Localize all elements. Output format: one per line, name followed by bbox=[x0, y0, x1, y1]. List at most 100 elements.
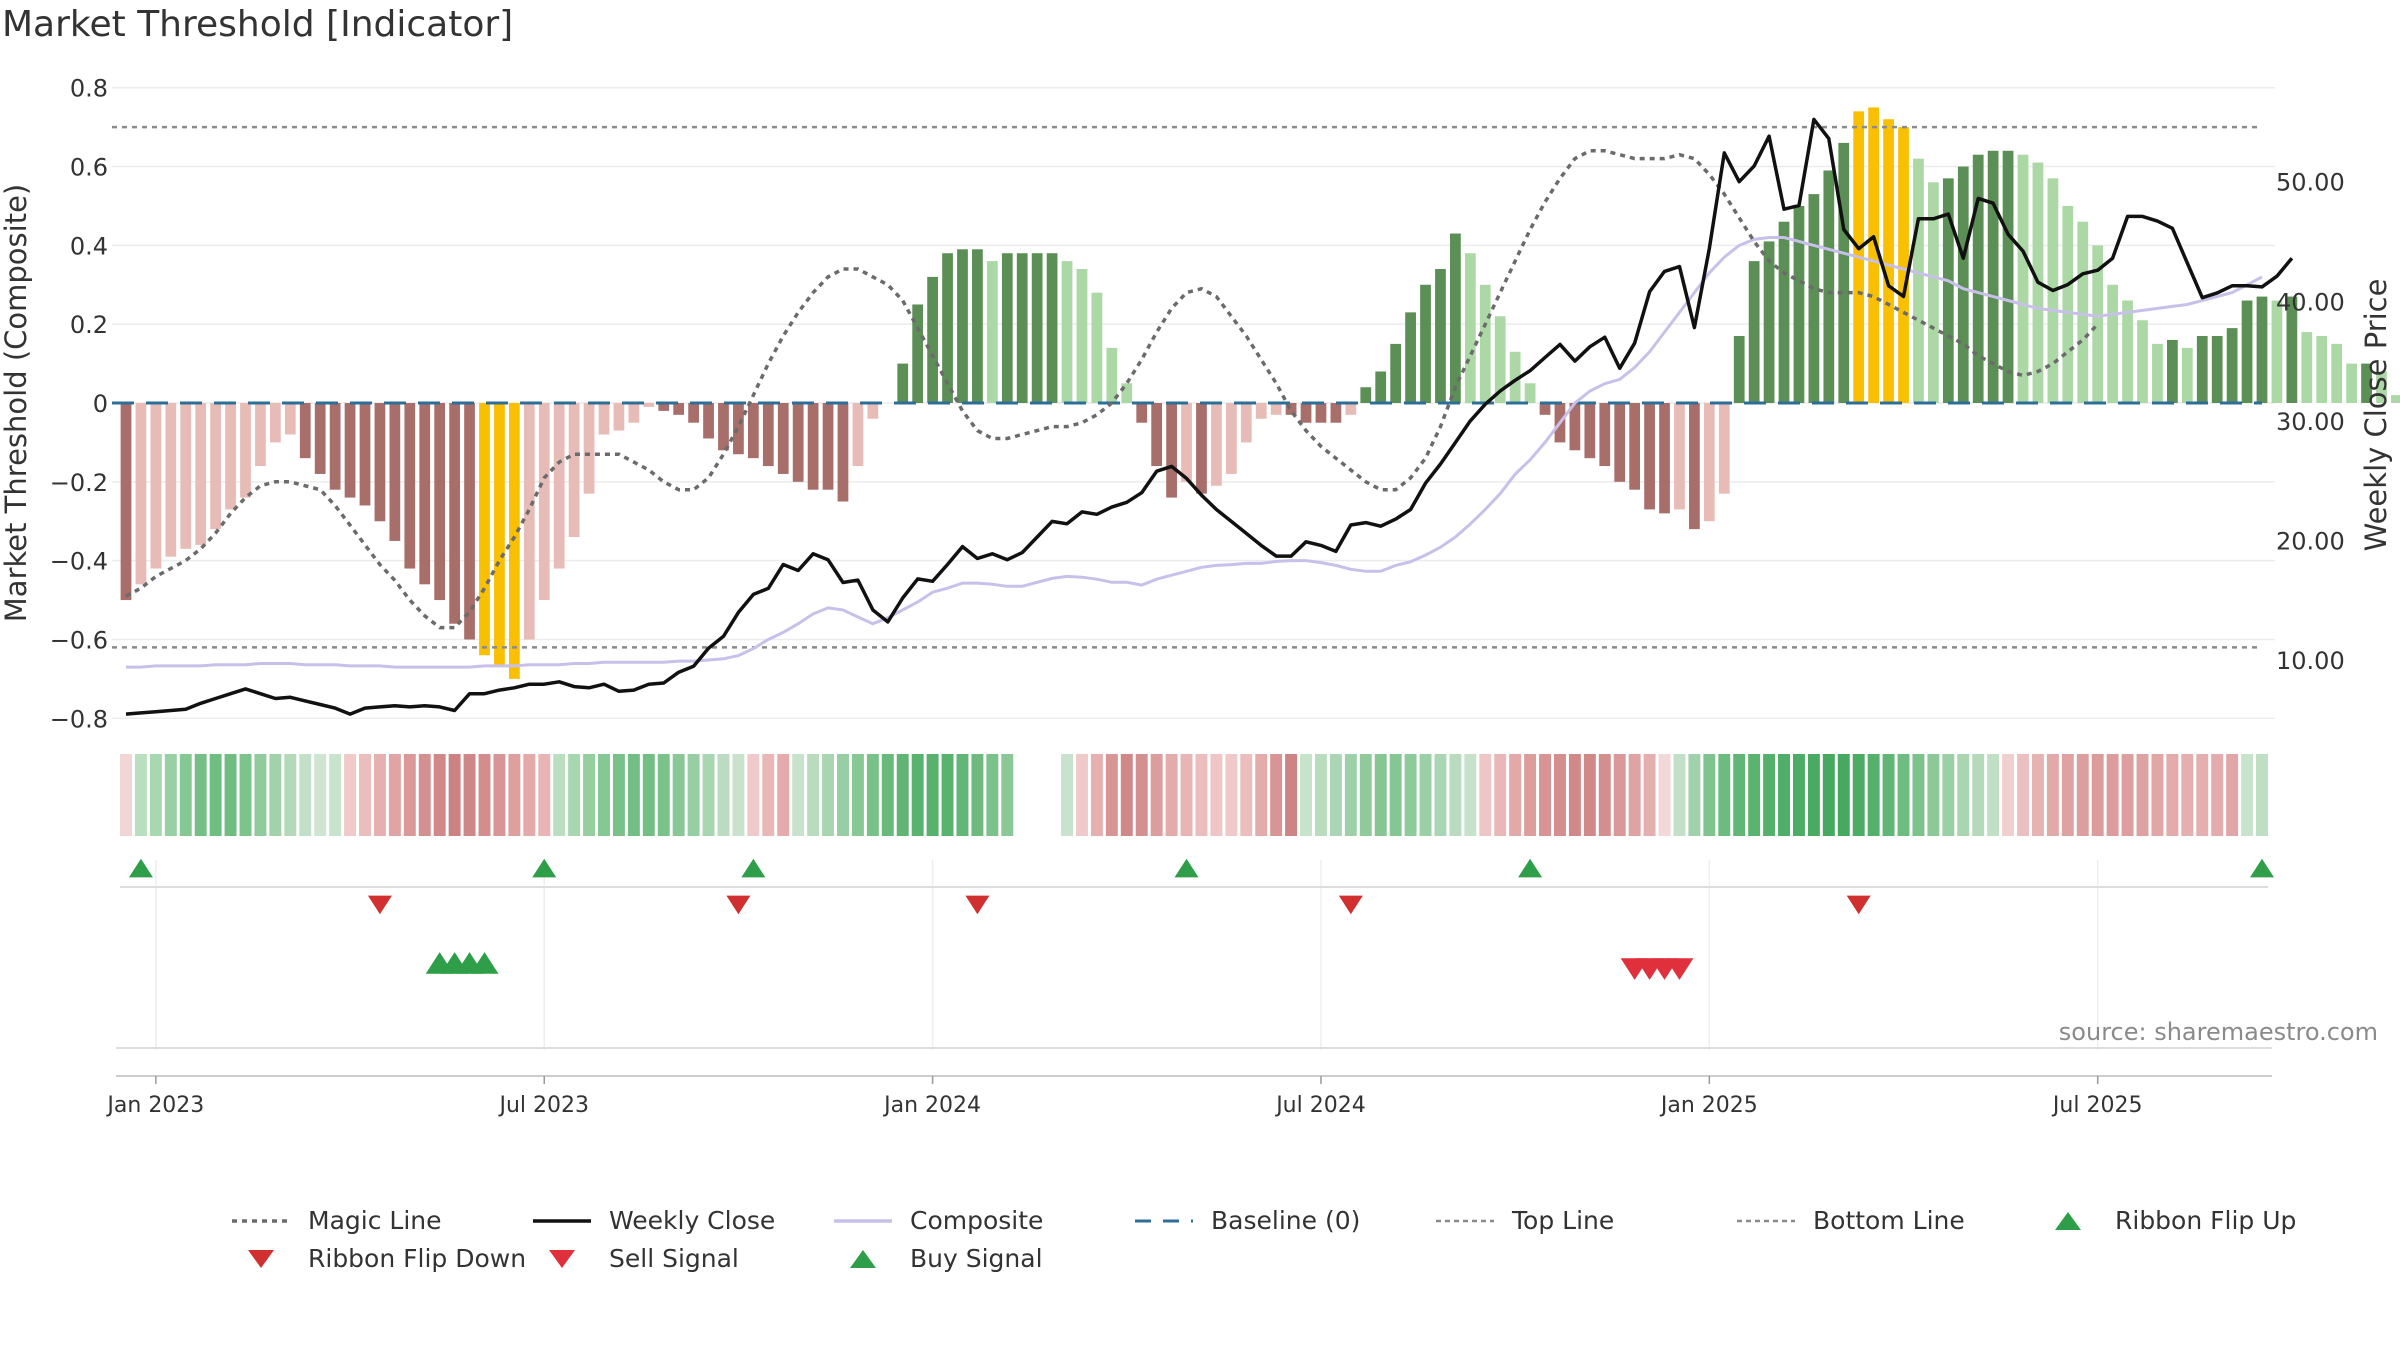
composite-bar bbox=[1166, 403, 1177, 498]
composite-bar bbox=[284, 403, 296, 435]
composite-bar bbox=[598, 403, 610, 435]
ribbon-segment bbox=[2196, 754, 2209, 836]
composite-bar bbox=[1240, 403, 1252, 443]
composite-bar bbox=[1659, 403, 1670, 514]
left-tick-label: −0.4 bbox=[50, 548, 108, 576]
composite-bar bbox=[2361, 363, 2372, 403]
composite-bar bbox=[1569, 403, 1581, 451]
composite-bar bbox=[1644, 403, 1655, 510]
ribbon-segment bbox=[1464, 754, 1477, 836]
ribbon-segment bbox=[777, 754, 790, 836]
ribbon-segment bbox=[1972, 754, 1985, 836]
legend-label: Ribbon Flip Up bbox=[2115, 1206, 2297, 1235]
composite-bar bbox=[508, 403, 520, 679]
composite-bar bbox=[329, 403, 341, 490]
ribbon-segment bbox=[1165, 754, 1178, 836]
composite-bar bbox=[927, 276, 938, 403]
composite-bar bbox=[210, 403, 221, 530]
ribbon-segment bbox=[1075, 754, 1088, 836]
ribbon-segment bbox=[837, 754, 849, 836]
composite-bar bbox=[1091, 292, 1103, 403]
ribbon-flip-down-swatch bbox=[248, 1249, 274, 1268]
ribbon-segment bbox=[508, 754, 521, 836]
magic-line-swatch bbox=[232, 1218, 290, 1223]
composite-bar bbox=[1748, 261, 1760, 403]
ribbon-segment bbox=[2046, 754, 2059, 836]
composite-bar bbox=[1778, 221, 1790, 403]
composite-bar bbox=[1614, 403, 1626, 482]
ribbon-segment bbox=[807, 754, 820, 836]
ribbon-segment bbox=[120, 754, 132, 836]
ribbon-segment bbox=[2017, 754, 2029, 836]
ribbon-segment bbox=[194, 754, 207, 836]
ribbon-segment bbox=[1553, 754, 1566, 836]
composite-bar bbox=[942, 253, 953, 403]
composite-bar bbox=[419, 403, 431, 585]
composite-bar bbox=[2122, 300, 2133, 403]
ribbon-segment bbox=[1090, 754, 1103, 836]
composite-bar bbox=[1868, 107, 1880, 403]
ribbon-segment bbox=[2076, 754, 2089, 836]
ribbon-segment bbox=[2151, 754, 2164, 836]
composite-bar bbox=[1330, 403, 1342, 423]
composite-bar bbox=[1464, 253, 1476, 403]
composite-bar bbox=[1211, 403, 1222, 486]
ribbon-segment bbox=[1792, 754, 1805, 836]
legend-item-bottom-line: Bottom Line bbox=[1735, 1206, 1965, 1235]
ribbon-segment bbox=[1210, 754, 1223, 836]
composite-bar bbox=[628, 403, 640, 423]
ribbon-segment bbox=[1867, 754, 1880, 836]
composite-bar bbox=[867, 403, 879, 419]
composite-bar bbox=[897, 363, 909, 403]
ribbon-segment bbox=[134, 754, 147, 836]
ribbon-segment bbox=[1897, 754, 1910, 836]
right-tick-label: 30.00 bbox=[2276, 408, 2345, 436]
legend-item-buy-signal: Buy Signal bbox=[832, 1244, 1043, 1273]
composite-bar bbox=[658, 403, 670, 411]
composite-bar bbox=[1300, 403, 1312, 423]
ribbon-segment bbox=[1270, 754, 1283, 836]
composite-bar bbox=[1375, 371, 1387, 403]
ribbon-flip-up-marker bbox=[532, 858, 557, 878]
composite-bar bbox=[1928, 182, 1939, 403]
ribbon-segment bbox=[179, 754, 192, 836]
buy-signal-swatch bbox=[850, 1249, 876, 1268]
right-tick-label: 40.00 bbox=[2276, 288, 2345, 316]
ribbon-flip-down-marker bbox=[965, 895, 990, 915]
legend-label: Buy Signal bbox=[910, 1244, 1043, 1273]
ribbon-segment bbox=[1001, 754, 1014, 836]
left-axis-label: Market Threshold (Composite) bbox=[0, 184, 33, 622]
ribbon-segment bbox=[149, 754, 162, 836]
x-tick-label: Jan 2025 bbox=[1659, 1093, 1758, 1118]
ribbon-segment bbox=[822, 754, 835, 836]
ribbon-segment bbox=[1658, 754, 1671, 836]
x-tick-label: Jul 2023 bbox=[497, 1093, 589, 1118]
left-tick-label: −0.8 bbox=[50, 705, 108, 733]
composite-bar bbox=[1509, 351, 1521, 403]
composite-bar bbox=[2062, 205, 2074, 403]
ribbon-segment bbox=[642, 754, 655, 836]
composite-bar bbox=[1494, 316, 1506, 403]
composite-bar bbox=[1151, 403, 1163, 467]
composite-bar bbox=[643, 403, 655, 407]
ribbon-segment bbox=[1912, 754, 1925, 836]
legend-item-top-line: Top Line bbox=[1434, 1206, 1614, 1235]
ribbon-segment bbox=[1449, 754, 1462, 836]
ribbon-segment bbox=[1733, 754, 1746, 836]
ribbon-segment bbox=[463, 754, 476, 836]
legend-label: Composite bbox=[910, 1206, 1044, 1235]
composite-bar bbox=[1046, 253, 1058, 403]
composite-line bbox=[126, 236, 2263, 669]
composite-bar bbox=[434, 403, 446, 601]
ribbon-segment bbox=[702, 754, 715, 836]
composite-bar bbox=[1942, 178, 1954, 403]
legend-label: Sell Signal bbox=[609, 1244, 739, 1273]
ribbon-segment bbox=[209, 754, 222, 836]
ribbon-segment bbox=[403, 754, 416, 836]
ribbon-segment bbox=[344, 754, 357, 836]
ribbon-segment bbox=[627, 754, 640, 836]
legend-label: Baseline (0) bbox=[1211, 1206, 1361, 1235]
left-tick-label: 0.6 bbox=[70, 154, 108, 182]
legend-item-ribbon-flip-up: Ribbon Flip Up bbox=[2037, 1206, 2296, 1235]
